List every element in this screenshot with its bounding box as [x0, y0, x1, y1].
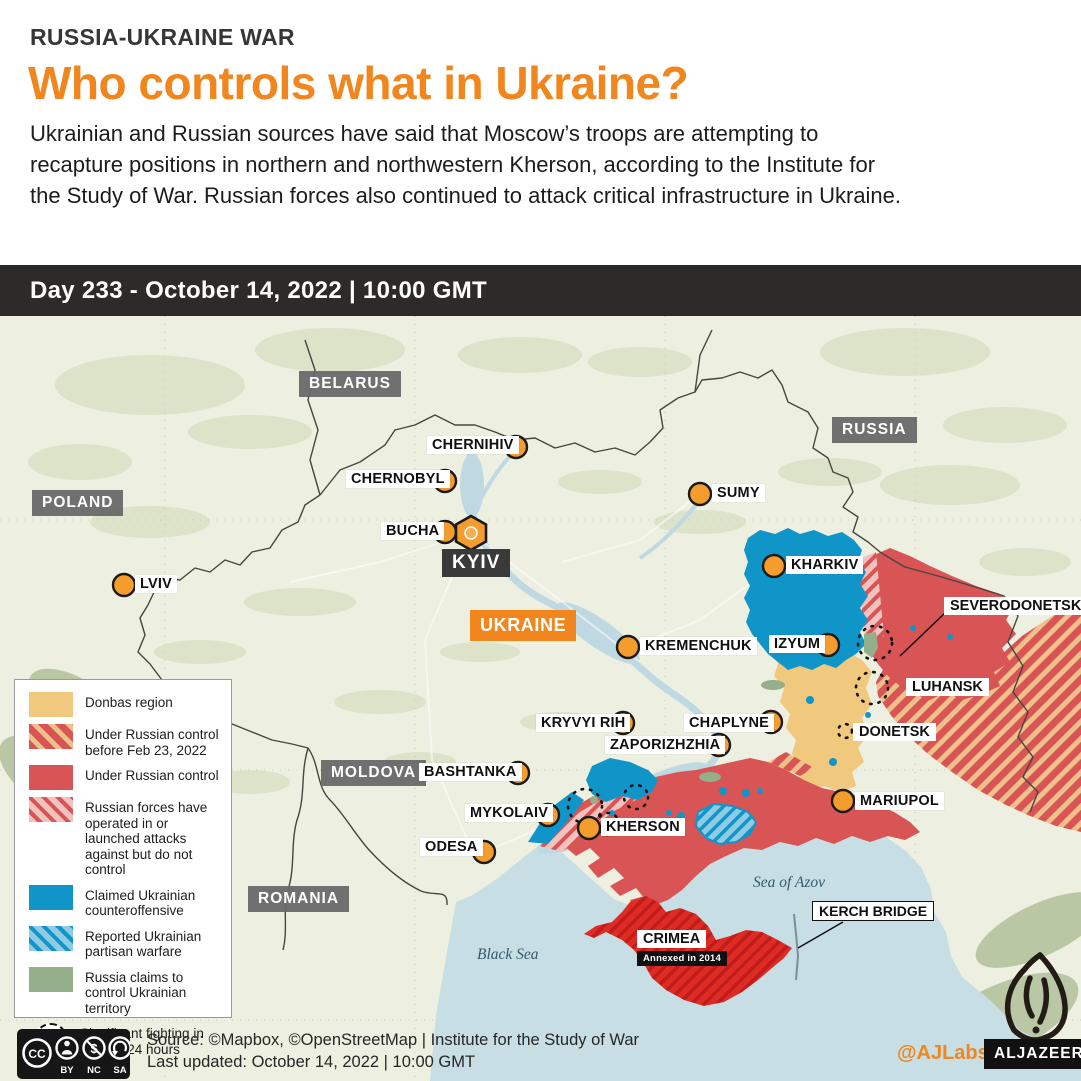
cc-icon: CC: [22, 1038, 52, 1068]
country-label-ukraine: UKRAINE: [470, 610, 577, 641]
label-sea-of-azov: Sea of Azov: [753, 874, 826, 891]
country-label-belarus: BELARUS: [299, 371, 401, 397]
region-label-severodonetsk: SEVERODONETSK: [944, 597, 1081, 615]
label-black-sea: Black Sea: [477, 946, 539, 963]
city-label-mariupol: MARIUPOL: [855, 792, 944, 810]
legend-label: Under Russian control before Feb 23, 202…: [85, 727, 219, 758]
severodonetsk-pointer-line: [899, 611, 947, 657]
city-label-chernihiv: CHERNIHIV: [427, 436, 519, 454]
city-label-bashtanka: BASHTANKA: [419, 763, 522, 781]
legend-item-claims: Russia claims to control Ukrainian terri…: [29, 966, 221, 1017]
legend-swatch-donbas: [29, 692, 73, 717]
cc-sa-label: SA: [113, 1065, 126, 1076]
city-label-sumy: SUMY: [712, 484, 765, 502]
legend-item-russian-control: Under Russian control: [29, 765, 221, 790]
page-title: Who controls what in Ukraine?: [28, 57, 689, 109]
city-label-odesa: ODESA: [420, 838, 483, 856]
aljazeera-logo-icon: [990, 948, 1078, 1053]
kyiv-marker: [454, 514, 488, 552]
label-crimea-note: Annexed in 2014: [637, 951, 727, 966]
legend-item-partisan: Reported Ukrainian partisan warfare: [29, 925, 221, 960]
kerch-pointer-line: [797, 921, 844, 949]
city-label-kremenchuk: KREMENCHUK: [640, 637, 757, 655]
ajlabs-handle: @AJLabs: [897, 1042, 989, 1064]
source-line: Source: ©Mapbox, ©OpenStreetMap | Instit…: [147, 1031, 640, 1049]
legend-label: Claimed Ukrainian counteroffensive: [85, 887, 196, 919]
region-label-luhansk: LUHANSK: [906, 678, 989, 696]
region-label-donetsk: DONETSK: [853, 723, 936, 741]
legend-swatch-counteroffensive: [29, 884, 73, 910]
legend-swatch-partisan: [29, 925, 73, 951]
legend-item-operated: Russian forces have operated in or launc…: [29, 797, 221, 878]
region-partisan-warfare: [694, 802, 758, 846]
legend-label: Under Russian control: [85, 768, 219, 783]
region-russia-claims: [590, 632, 878, 804]
cc-nc-label: NC: [87, 1065, 101, 1076]
legend-item-donbas: Donbas region: [29, 692, 221, 717]
legend-item-russian-before: Under Russian control before Feb 23, 202…: [29, 724, 221, 758]
city-label-kherson: KHERSON: [601, 818, 685, 836]
city-label-izyum: IZYUM: [769, 635, 826, 653]
city-label-chaplyne: CHAPLYNE: [684, 714, 775, 732]
region-donbas: [772, 644, 872, 792]
legend-label: Russian forces have operated in or launc…: [85, 800, 208, 877]
country-label-russia: RUSSIA: [832, 417, 917, 443]
city-label-bucha: BUCHA: [381, 522, 445, 540]
kicker: RUSSIA-UKRAINE WAR: [30, 24, 295, 50]
description: Ukrainian and Russian sources have said …: [30, 121, 902, 208]
cc-by-icon: [55, 1036, 79, 1060]
cc-by-label: BY: [60, 1065, 74, 1076]
legend-swatch-russian-before: [29, 724, 73, 749]
legend-item-counteroffensive: Claimed Ukrainian counteroffensive: [29, 884, 221, 919]
cc-badge-svg: CC $ BY NC SA: [17, 1029, 132, 1079]
country-label-moldova: MOLDOVA: [321, 760, 427, 786]
city-label-kharkiv: KHARKIV: [786, 556, 864, 574]
last-updated-line: Last updated: October 14, 2022 | 10:00 G…: [147, 1053, 476, 1071]
svg-text:CC: CC: [28, 1047, 46, 1061]
legend-label: Reported Ukrainian partisan warfare: [85, 928, 202, 960]
region-counteroffensive-kherson-a: [586, 758, 658, 802]
legend-label: Donbas region: [85, 695, 173, 710]
city-label-zaporizhzhia: ZAPORIZHZHIA: [605, 736, 726, 754]
date-bar-text: Day 233 - October 14, 2022 | 10:00 GMT: [30, 276, 487, 304]
kerch-bridge-line: [793, 913, 800, 981]
cc-license-badge: CC $ BY NC SA: [17, 1029, 132, 1081]
country-label-romania: ROMANIA: [248, 886, 350, 912]
legend-label: Russia claims to control Ukrainian terri…: [85, 969, 187, 1016]
legend-swatch-operated: [29, 797, 73, 822]
map-legend: Donbas region Under Russian control befo…: [14, 679, 232, 1057]
label-kerch-bridge: KERCH BRIDGE: [812, 901, 935, 921]
city-label-lviv: LVIV: [135, 575, 177, 593]
legend-swatch-russian-control: [29, 765, 73, 790]
city-label-chernobyl: CHERNOBYL: [346, 470, 450, 488]
region-operated-front-zaporizhzhia: [768, 752, 814, 776]
map-canvas: [0, 316, 1081, 1081]
aljazeera-wordmark: ALJAZEERA: [984, 1039, 1081, 1069]
capital-label-kyiv: KYIV: [442, 549, 511, 577]
legend-swatch-claims: [29, 966, 73, 992]
blue-specks: [609, 625, 953, 820]
label-crimea: CRIMEA: [637, 930, 707, 948]
city-label-kryvyi-rih: KRYVYI RIH: [536, 714, 631, 732]
country-label-poland: POLAND: [32, 490, 124, 516]
date-bar: Day 233 - October 14, 2022 | 10:00 GMT: [0, 265, 1081, 316]
region-russian-control-luhansk: [868, 548, 1016, 700]
cc-nc-icon: $: [82, 1036, 106, 1060]
city-label-mykolaiv: MYKOLAIV: [465, 804, 554, 822]
